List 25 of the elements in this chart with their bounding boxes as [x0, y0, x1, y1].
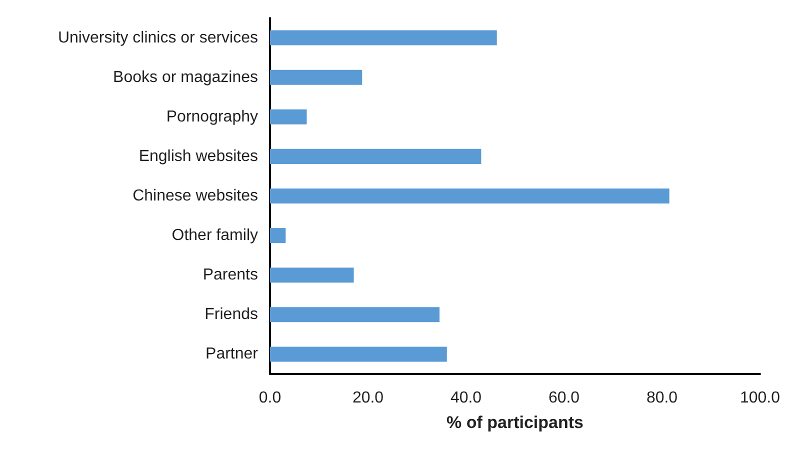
x-tick-label: 80.0 [646, 390, 678, 406]
x-tick-label: 20.0 [352, 390, 384, 406]
y-tick-label: University clinics or services [58, 29, 258, 46]
bar [270, 188, 670, 204]
bar [270, 109, 307, 124]
bar [270, 70, 362, 85]
x-tick-label: 40.0 [450, 390, 482, 406]
x-tick-label: 100.0 [740, 390, 780, 406]
bar [270, 148, 482, 164]
y-tick-label: Books or magazines [113, 68, 258, 86]
y-tick-label: English websites [138, 148, 258, 165]
y-tick-label: Parents [202, 266, 258, 284]
x-tick-label: 60.0 [548, 390, 580, 406]
x-axis-title: % of participants [446, 413, 584, 432]
y-tick-label: Partner [206, 346, 259, 363]
bar [270, 268, 354, 283]
y-tick-label: Pornography [166, 108, 258, 126]
x-tick-label: 0.0 [258, 390, 282, 406]
bar [270, 30, 497, 46]
bar [270, 346, 447, 362]
bar [270, 228, 286, 244]
y-tick-label: Chinese websites [132, 188, 258, 204]
y-tick-label: Other family [172, 227, 258, 244]
y-tick-label: Friends [204, 306, 258, 324]
bar [270, 307, 440, 322]
